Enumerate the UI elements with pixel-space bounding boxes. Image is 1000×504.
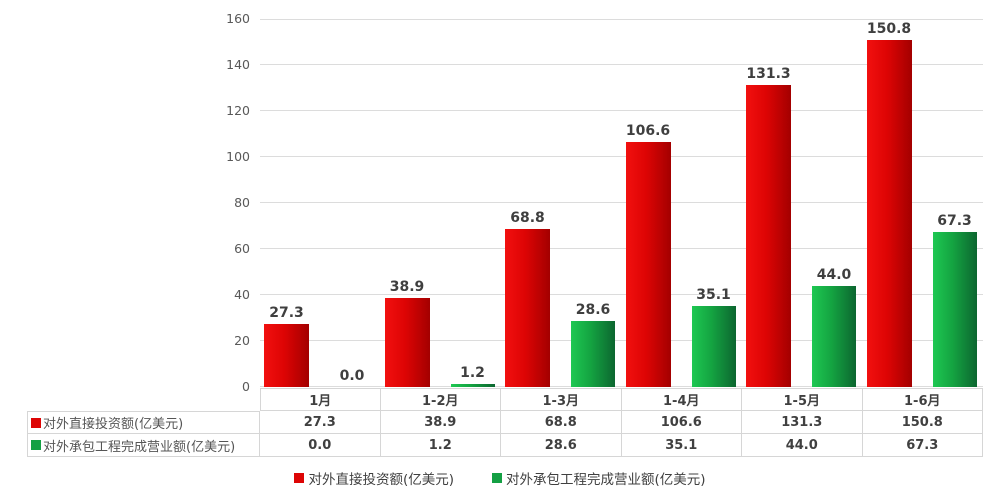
table-header-5: 1-6月 [862,388,983,411]
table-value-s0-c2: 68.8 [501,411,622,434]
gridline-140 [260,64,983,65]
y-tick-label: 40 [234,287,250,302]
series-key-swatch [31,440,41,450]
data-table: 1月 1-2月 1-3月 1-4月 1-5月 1-6月对外直接投资额(亿美元) 27.3 38… [27,388,983,457]
bar-series1-cat1: 1.2 [450,365,495,387]
bar-value-label: 1.2 [460,365,485,382]
category-group-0: 27.3 0.0 [260,19,381,387]
gridline-0 [260,386,983,387]
gridline-120 [260,110,983,111]
bar-series0-cat1: 38.9 [384,279,430,387]
bar-value-label: 68.8 [510,209,545,226]
table-header-2: 1-3月 [501,388,622,411]
table-value-s1-c1: 1.2 [380,434,501,457]
gridline-160 [260,19,983,20]
series-name: 对外承包工程完成营业额(亿美元) [43,439,236,455]
gridline-100 [260,156,983,157]
table-value-s1-c2: 28.6 [501,434,622,457]
table-header-1: 1-2月 [380,388,501,411]
series-name: 对外直接投资额(亿美元) [43,417,184,432]
table-row-label-1: 对外承包工程完成营业额(亿美元) [27,434,260,457]
y-tick-label: 60 [234,241,250,256]
bar-series1-cat5: 67.3 [932,213,977,387]
y-axis: 0 20 40 60 80 100 120 140 160 [0,11,250,394]
legend-label: 对外承包工程完成营业额(亿美元) [506,472,706,488]
legend-item-1: 对外承包工程完成营业额(亿美元) [492,468,706,488]
bar-series0-cat2: 68.8 [505,210,550,387]
bar-series0-cat4: 131.3 [746,66,791,387]
y-tick-label: 0 [242,379,250,394]
table-value-s1-c5: 67.3 [862,434,983,457]
category-group-4: 131.3 44.0 [742,19,863,387]
bar-value-label: 38.9 [389,278,425,295]
legend-label: 对外直接投资额(亿美元) [308,472,454,488]
bar-series0-cat0: 27.3 [264,305,309,387]
table-value-s1-c4: 44.0 [742,434,863,457]
bar-series1-cat2: 28.6 [571,302,615,387]
y-tick-label: 160 [226,11,250,26]
bar-value-label: 44.0 [816,266,852,283]
gridline-80 [260,202,983,203]
bar-value-label: 35.1 [696,287,731,304]
legend-swatch [294,473,305,483]
gridline-20 [260,340,983,341]
table-value-s0-c1: 38.9 [380,411,501,434]
table-value-s0-c5: 150.8 [862,411,983,434]
bar-value-label: 106.6 [625,122,671,139]
legend: 对外直接投资额(亿美元) 对外承包工程完成营业额(亿美元) [0,468,1000,488]
bar-series1-cat4: 44.0 [812,267,856,387]
category-group-3: 106.6 35.1 [622,19,743,387]
bar-series0-cat5: 150.8 [866,21,912,387]
bar-series0-cat3: 106.6 [625,123,671,387]
table-header-4: 1-5月 [742,388,863,411]
table-corner-spacer [27,388,260,411]
y-tick-label: 140 [226,57,250,72]
bar-value-label: 27.3 [269,305,304,322]
series-key-swatch [31,417,41,428]
table-header-0: 1月 [260,388,381,411]
bar-value-label: 150.8 [866,21,912,38]
y-tick-label: 80 [234,195,250,210]
gridline-40 [260,294,983,295]
y-tick-label: 20 [234,333,250,348]
bar-value-label: 131.3 [746,66,791,83]
legend-swatch [492,473,502,483]
bar-series1-cat3: 35.1 [691,287,736,387]
table-header-3: 1-4月 [621,388,742,411]
table-value-s0-c3: 106.6 [621,411,742,434]
table-value-s1-c0: 0.0 [260,434,381,457]
table-value-s0-c4: 131.3 [742,411,863,434]
category-group-5: 150.8 67.3 [863,19,984,387]
plot-area: 27.3 0.0 38.9 1.2 68.8 28.6 106.6 35.1 131.3 44.0… [260,19,983,387]
y-tick-label: 120 [226,103,250,118]
table-row-label-0: 对外直接投资额(亿美元) [27,411,260,434]
legend-item-0: 对外直接投资额(亿美元) [294,468,454,488]
category-group-2: 68.8 28.6 [501,19,622,387]
bar-value-label: 67.3 [937,213,972,230]
category-group-1: 38.9 1.2 [381,19,502,387]
table-value-s0-c0: 27.3 [260,411,381,434]
y-tick-label: 100 [226,149,250,164]
bar-groups: 27.3 0.0 38.9 1.2 68.8 28.6 106.6 35.1 131.3 44.0… [260,19,983,387]
bar-value-label: 28.6 [575,302,611,319]
gridline-60 [260,248,983,249]
table-value-s1-c3: 35.1 [621,434,742,457]
bar-value-label: 0.0 [339,368,365,384]
